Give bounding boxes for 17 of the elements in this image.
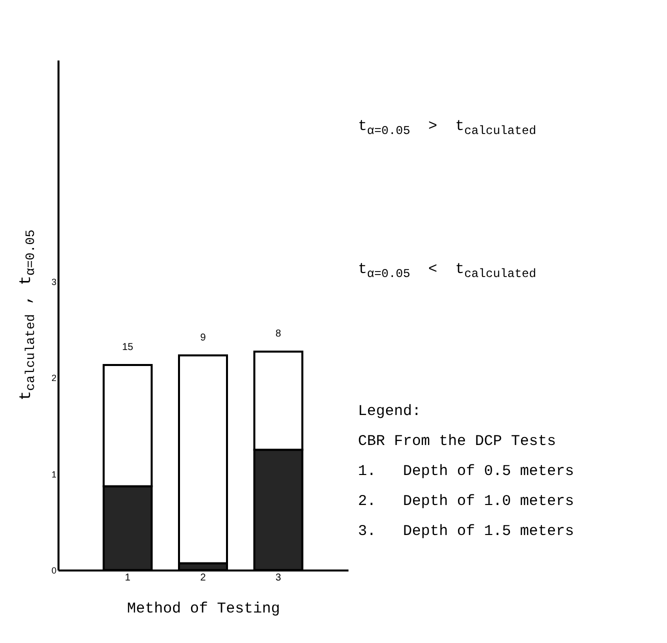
x-axis-title: Method of Testing (126, 600, 280, 618)
x-tick-label: 3 (276, 572, 282, 584)
y-tick-label: 1 (51, 469, 56, 480)
text: 1. Depth of 0.5 meters (358, 463, 574, 480)
annotation: 15 (122, 342, 134, 354)
y-axis-title: tcalculated , tα=0.05 (17, 230, 38, 400)
x-tick-label: 1 (124, 572, 131, 584)
y-tick-label: 3 (51, 276, 56, 287)
text: 2. Depth of 1.0 meters (358, 493, 574, 510)
x-tick-label: 2 (200, 572, 206, 584)
text: CBR From the DCP Tests (358, 433, 556, 450)
annotation: 9 (200, 332, 206, 344)
text: 3. Depth of 1.5 meters (358, 523, 574, 540)
text: Legend: (358, 403, 422, 420)
y-tick-label: 0 (51, 566, 56, 576)
y-tick-label: 2 (51, 373, 56, 384)
annotation: 8 (276, 328, 282, 340)
